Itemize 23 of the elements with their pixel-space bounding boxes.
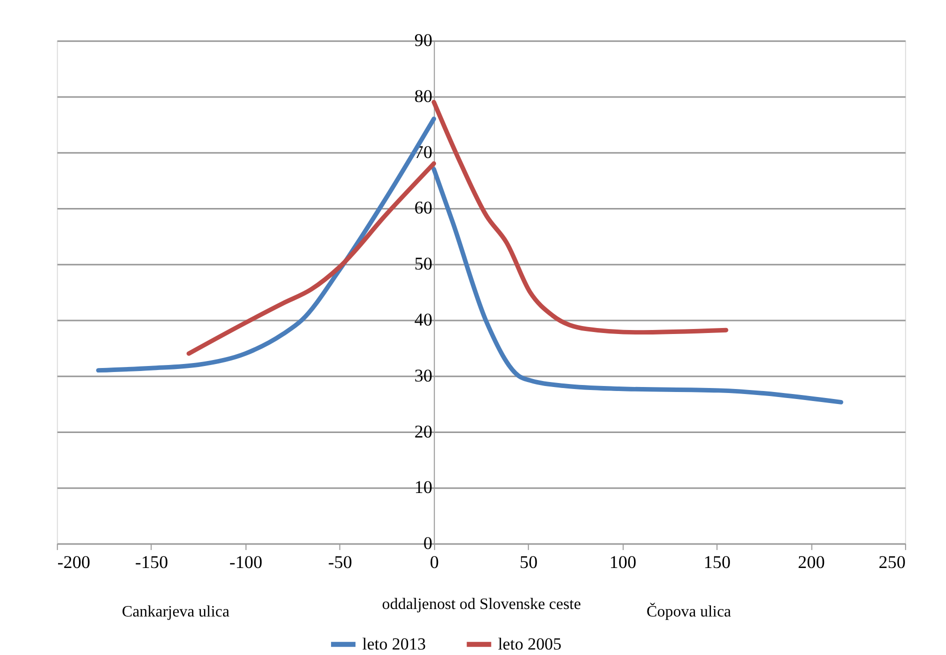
y-tick-label: 20 [414,421,432,442]
y-tick-label: 90 [414,30,432,50]
legend-label: leto 2013 [362,634,426,654]
x-tick-label: 50 [520,552,538,572]
x-tick-label: -200 [57,552,90,572]
x-tick-label: -150 [135,552,168,572]
legend-label: leto 2005 [498,634,562,654]
y-tick-label: 10 [414,477,432,498]
y-tick-label: 60 [414,198,432,218]
x-tick-label: -100 [229,552,262,572]
x-tick-label: 100 [609,552,636,572]
y-tick-label: 30 [414,365,432,386]
x-axis-title: oddaljenost od Slovenske ceste [382,596,581,613]
y-tick-label: 80 [414,86,432,106]
text: Čopova ulica [646,602,732,620]
text: Cankarjeva ulica [122,603,230,620]
x-tick-label: 250 [878,552,906,572]
y-tick-label: 40 [414,310,432,330]
y-tick-label: 0 [423,533,432,554]
x-tick-label: -50 [328,552,352,572]
y-tick-label: 50 [414,254,432,274]
x-tick-label: 150 [704,552,731,572]
x-tick-label: 200 [798,552,825,572]
